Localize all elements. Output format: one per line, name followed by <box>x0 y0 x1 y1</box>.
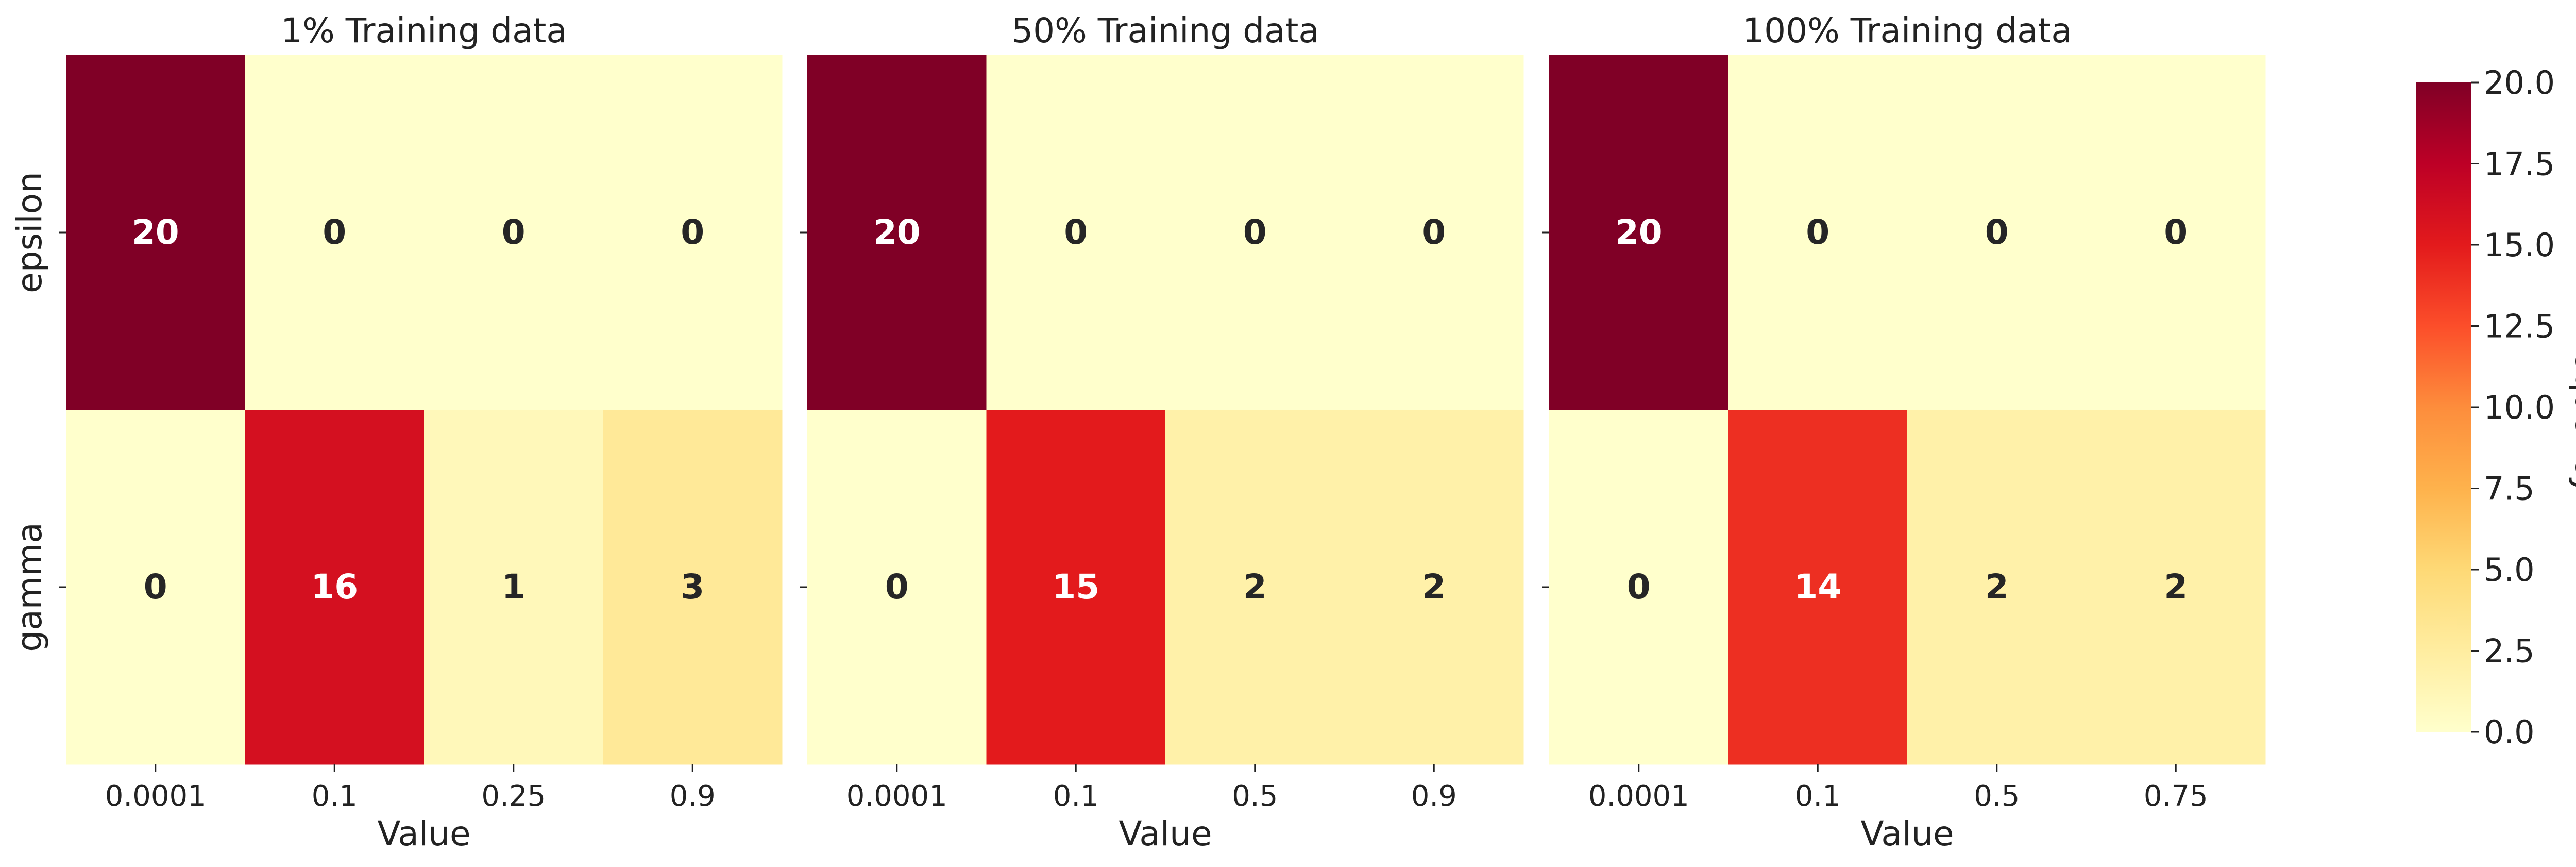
cell-value-label: 20 <box>132 212 179 252</box>
y-tick-label: epsilon <box>10 172 49 293</box>
heatmap-panel-100pct: 100% Training data Value 20 0 0 0 0 14 2 2 0.00… <box>1542 11 2266 854</box>
colorbar-tick-label: 7.5 <box>2484 470 2535 508</box>
panel-title: 50% Training data <box>1011 11 1319 51</box>
colorbar-tick-label: 20.0 <box>2484 64 2555 102</box>
heatmap-cell <box>2086 55 2266 410</box>
heatmap-cell <box>986 410 1166 765</box>
heatmap-cell <box>245 55 425 410</box>
cell-value-label: 0 <box>681 212 704 252</box>
colorbar-label: Frequency <box>2568 320 2576 495</box>
cell-value-label: 20 <box>873 212 921 252</box>
cell-value-label: 0 <box>144 567 167 607</box>
cell-value-label: 0 <box>1243 212 1267 252</box>
colorbar-tick-label: 2.5 <box>2484 632 2535 670</box>
cell-value-label: 15 <box>1052 567 1099 607</box>
cell-value-label: 0 <box>502 212 526 252</box>
colorbar-tick-label: 12.5 <box>2484 308 2555 345</box>
cell-value-label: 0 <box>1064 212 1088 252</box>
x-tick-label: 0.0001 <box>846 779 947 813</box>
cell-value-label: 2 <box>1985 567 2009 607</box>
heatmap-panel-50pct: 50% Training data Value 20 0 0 0 0 15 2 2 0.000… <box>800 11 1524 854</box>
heatmap-cell <box>1907 410 2087 765</box>
x-tick-label: 0.1 <box>1053 779 1099 813</box>
heatmap-cell <box>807 410 987 765</box>
x-axis-label: Value <box>1860 814 1954 854</box>
heatmap-cell <box>807 55 987 410</box>
cell-value-label: 2 <box>2164 567 2188 607</box>
cell-value-label: 14 <box>1794 567 1841 607</box>
cell-value-label: 0 <box>1627 567 1651 607</box>
heatmap-cell <box>1165 410 1345 765</box>
heatmap-cell <box>1728 55 1908 410</box>
heatmap-cell <box>1344 410 1524 765</box>
colorbar: 0.0 2.5 5.0 7.5 10.0 12.5 15.0 17.5 20.0 Frequen… <box>2416 64 2576 751</box>
panel-title: 1% Training data <box>281 11 567 51</box>
heatmap-cell <box>424 55 603 410</box>
heatmap-cell <box>1549 55 1728 410</box>
heatmap-cell <box>1549 410 1728 765</box>
x-tick-label: 0.5 <box>1232 779 1278 813</box>
x-tick-label: 0.0001 <box>105 779 206 813</box>
heatmap-cell <box>424 410 603 765</box>
x-tick-label: 0.1 <box>312 779 358 813</box>
heatmap-cell <box>1728 410 1908 765</box>
colorbar-tick-label: 17.5 <box>2484 145 2555 183</box>
x-tick-label: 0.1 <box>1795 779 1841 813</box>
heatmap-cell <box>986 55 1166 410</box>
cell-value-label: 0 <box>2164 212 2188 252</box>
heatmap-panel-1pct: 1% Training data Value 20 0 0 0 0 16 1 3 0.0001… <box>10 11 783 854</box>
y-tick-label: gamma <box>10 522 49 652</box>
x-tick-label: 0.5 <box>1974 779 2020 813</box>
colorbar-tick-label: 15.0 <box>2484 226 2555 264</box>
cell-value-label: 20 <box>1615 212 1663 252</box>
panel-title: 100% Training data <box>1742 11 2072 51</box>
heatmap-cell <box>1344 55 1524 410</box>
heatmap-cell <box>66 410 245 765</box>
heatmap-cell <box>603 410 783 765</box>
cell-value-label: 3 <box>681 567 704 607</box>
cell-value-label: 2 <box>1243 567 1267 607</box>
cell-value-label: 1 <box>502 567 526 607</box>
x-tick-label: 0.75 <box>2144 779 2208 813</box>
x-tick-label: 0.25 <box>481 779 546 813</box>
heatmap-cell <box>245 410 425 765</box>
x-axis-label: Value <box>1118 814 1212 854</box>
cell-value-label: 0 <box>323 212 346 252</box>
heatmap-cell <box>1907 55 2087 410</box>
colorbar-tick-label: 0.0 <box>2484 713 2535 751</box>
heatmap-cell <box>66 55 245 410</box>
cell-value-label: 0 <box>885 567 909 607</box>
x-axis-label: Value <box>377 814 470 854</box>
colorbar-tick-label: 10.0 <box>2484 389 2555 426</box>
cell-value-label: 2 <box>1422 567 1446 607</box>
x-tick-label: 0.9 <box>670 779 716 813</box>
x-tick-label: 0.0001 <box>1588 779 1689 813</box>
cell-value-label: 0 <box>1985 212 2009 252</box>
heatmap-cell <box>603 55 783 410</box>
heatmap-cell <box>2086 410 2266 765</box>
cell-value-label: 16 <box>311 567 358 607</box>
colorbar-gradient <box>2416 82 2471 732</box>
cell-value-label: 0 <box>1806 212 1829 252</box>
colorbar-tick-label: 5.0 <box>2484 551 2535 589</box>
heatmap-cell <box>1165 55 1345 410</box>
x-tick-label: 0.9 <box>1411 779 1457 813</box>
cell-value-label: 0 <box>1422 212 1446 252</box>
